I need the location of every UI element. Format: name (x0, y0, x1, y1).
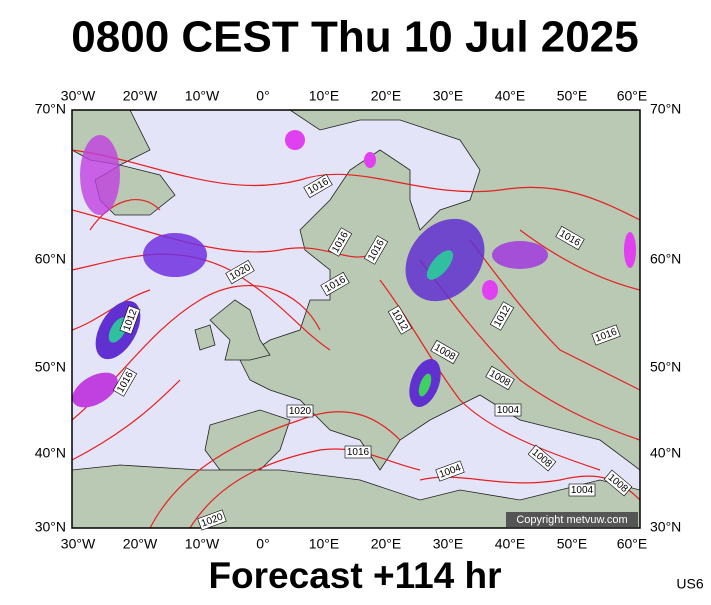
lat-label: 70°N (650, 101, 681, 117)
isobar-label-box (568, 483, 596, 497)
lon-label: 20°E (371, 88, 402, 104)
lat-label: 60°N (650, 251, 681, 267)
lon-label: 30°E (433, 88, 464, 104)
isobar-label-box (603, 469, 633, 497)
lon-label: 10°W (185, 536, 220, 552)
isobar-label: 1020 (286, 404, 314, 418)
isobar-label-text: 1004 (571, 485, 594, 496)
isobar-label-box (320, 271, 350, 297)
lat-label: 60°N (35, 251, 66, 267)
lon-label: 10°W (185, 88, 220, 104)
lat-label: 30°N (650, 519, 681, 535)
isobar-label-box (435, 460, 465, 482)
title: 0800 CEST Thu 10 Jul 2025 (71, 13, 638, 62)
lon-label: 60°E (617, 88, 648, 104)
lon-label: 20°W (123, 536, 158, 552)
isobar-label: 1004 (568, 483, 596, 497)
lon-label: 10°E (309, 88, 340, 104)
isobar-label-box (225, 259, 255, 285)
copyright: Copyright metvuw.com (516, 514, 627, 526)
isobar-label-box (112, 367, 138, 397)
lon-label: 50°E (557, 536, 588, 552)
lat-label: 70°N (35, 101, 66, 117)
isobar-label-box (119, 305, 141, 335)
lon-label: 50°E (557, 88, 588, 104)
map-frame (71, 109, 641, 529)
lon-label: 10°E (309, 536, 340, 552)
lat-label: 30°N (35, 519, 66, 535)
isobar-label-text: 1016 (347, 447, 370, 458)
isobar-label-text: 1020 (289, 406, 312, 417)
lon-label: 30°W (61, 536, 96, 552)
isobar-label-box (591, 324, 621, 346)
isobar-label-box (485, 365, 515, 391)
lon-label: 30°E (433, 536, 464, 552)
model-code: US6 (676, 576, 703, 592)
isobar-label-box (527, 444, 557, 472)
isobar-label-box (555, 225, 585, 251)
lon-label: 20°E (371, 536, 402, 552)
lon-label: 0° (256, 536, 269, 552)
map-area (72, 110, 640, 528)
isobar-label-box (327, 227, 353, 257)
lat-label: 50°N (35, 359, 66, 375)
isobar-label: 1016 (344, 445, 372, 459)
isobar-label-box (303, 173, 333, 199)
isobar-label-box (286, 404, 314, 418)
isobar-label-box (344, 445, 372, 459)
isobar-label: 1004 (494, 403, 522, 417)
lon-label: 40°E (495, 88, 526, 104)
lat-label: 50°N (650, 359, 681, 375)
isobar-label-box (430, 339, 460, 365)
isobar-label-box (197, 509, 227, 531)
lon-label: 30°W (61, 88, 96, 104)
lat-label: 40°N (650, 445, 681, 461)
isobar-label-box (494, 403, 522, 417)
isobar-label-box (363, 235, 389, 265)
forecast-label: Forecast +114 hr (208, 555, 501, 596)
lon-label: 40°E (495, 536, 526, 552)
isobar-label-text: 1004 (497, 405, 520, 416)
lat-label: 40°N (35, 445, 66, 461)
lon-label: 20°W (123, 88, 158, 104)
copyright-box (506, 512, 638, 527)
lon-label: 0° (256, 88, 269, 104)
lon-label: 60°E (617, 536, 648, 552)
isobar-label-box (387, 305, 413, 335)
isobar-label-box (489, 301, 515, 331)
